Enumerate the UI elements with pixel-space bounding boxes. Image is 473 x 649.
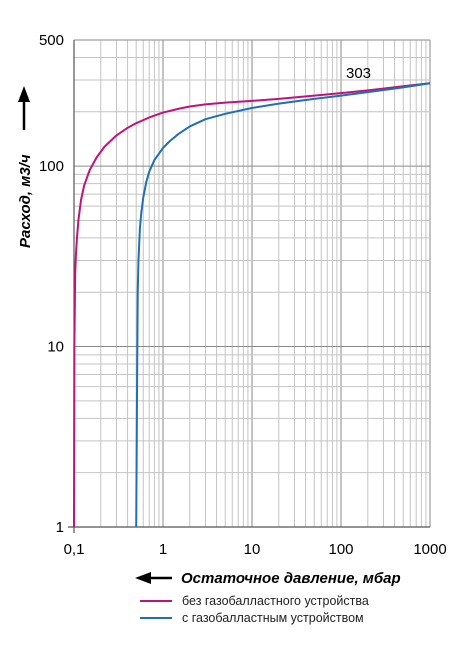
- y-axis-title-group: Расход, м3/ч: [17, 86, 34, 248]
- series-annotation: 303: [346, 65, 371, 82]
- legend-swatch-blue: [140, 616, 172, 619]
- x-axis-title: Остаточное давление, мбар: [181, 570, 401, 587]
- x-axis-arrowhead-icon: [135, 572, 151, 584]
- y-tick-label: 500: [39, 32, 64, 49]
- series-line-with-gas-ballast: [135, 82, 431, 528]
- y-axis-arrowhead-icon: [18, 86, 30, 102]
- legend-label: с газобалластным устройством: [182, 610, 364, 625]
- y-tick-label: 100: [39, 158, 64, 175]
- legend: без газобалластного устройства с газобал…: [140, 592, 369, 626]
- x-tick-label: 100: [328, 541, 353, 558]
- x-tick-label: 1000: [413, 541, 446, 558]
- legend-item: без газобалластного устройства: [140, 592, 369, 609]
- y-tick-label: 10: [47, 339, 64, 356]
- legend-item: с газобалластным устройством: [140, 609, 369, 626]
- y-axis-title: Расход, м3/ч: [17, 154, 34, 248]
- series-line-without-gas-ballast: [73, 82, 431, 528]
- x-tick-label: 0,1: [64, 541, 85, 558]
- series-lines: [73, 82, 431, 528]
- legend-swatch-magenta: [140, 599, 172, 602]
- x-tick-label: 10: [244, 541, 261, 558]
- legend-label: без газобалластного устройства: [182, 593, 369, 608]
- grid: [73, 39, 431, 528]
- x-axis-title-group: Остаточное давление, мбар: [135, 570, 401, 587]
- x-tick-label: 1: [159, 541, 167, 558]
- axes: [68, 40, 430, 533]
- y-tick-label: 1: [56, 519, 64, 536]
